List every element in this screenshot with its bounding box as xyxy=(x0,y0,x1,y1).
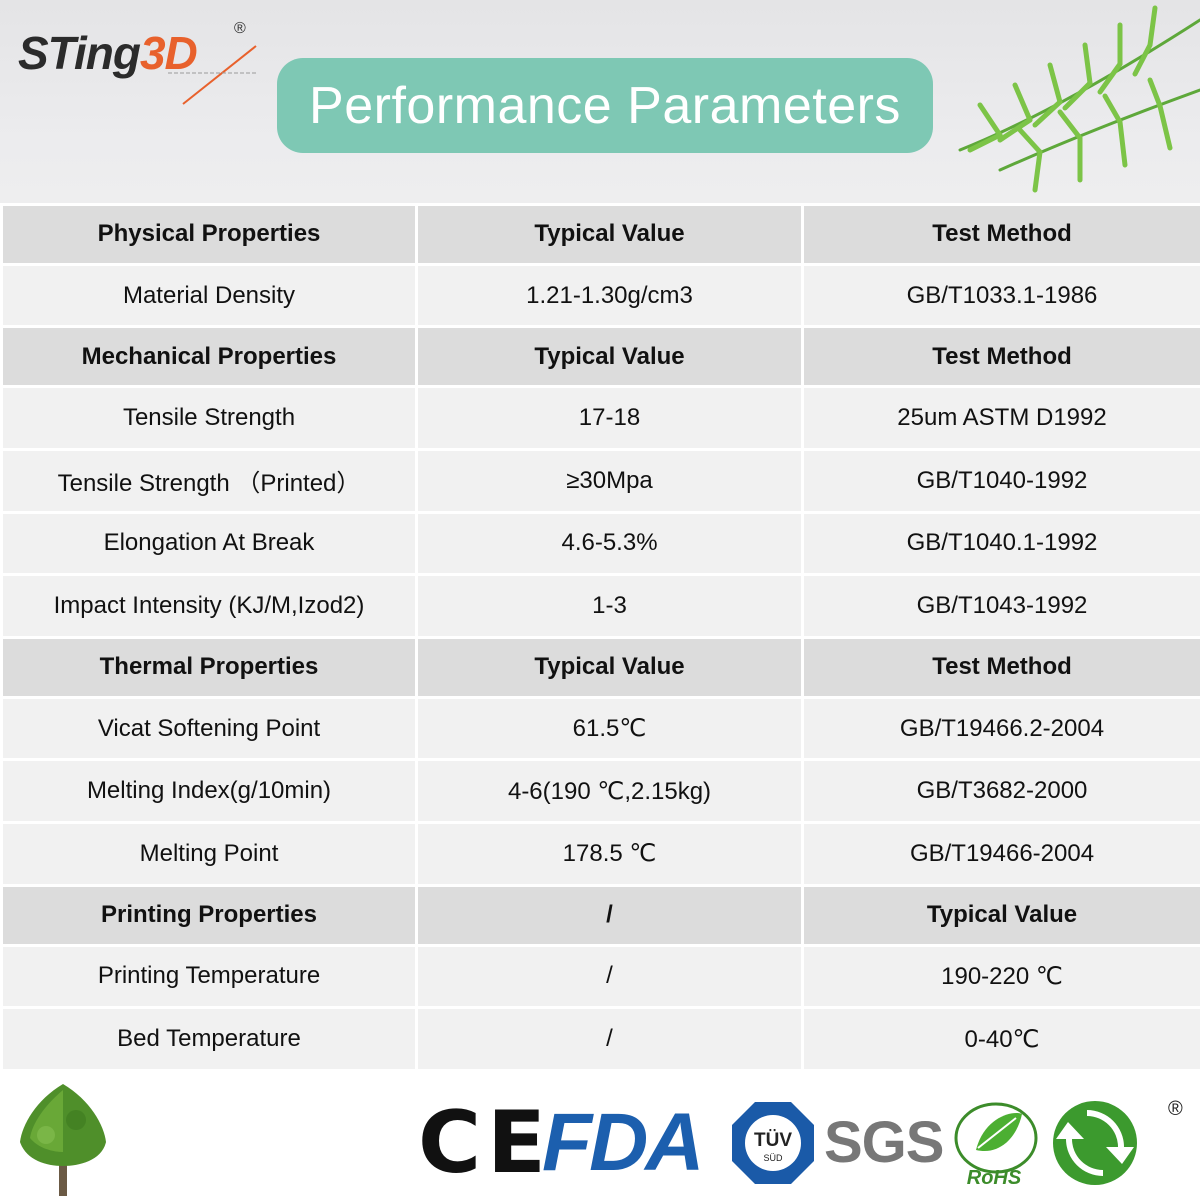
table-body: Physical Properties Typical Value Test Met… xyxy=(0,203,1200,1072)
test-method-cell: 25um ASTM D1992 xyxy=(801,385,1200,451)
typical-value-cell: Typical Value xyxy=(415,325,804,389)
palm-leaf-icon xyxy=(958,5,1200,193)
typical-value-cell: Typical Value xyxy=(415,203,804,266)
tree-icon xyxy=(20,1084,106,1196)
property-cell: Printing Properties xyxy=(0,883,418,947)
tuv-logo-text: TÜV xyxy=(754,1130,792,1151)
typical-value-cell: 4.6-5.3% xyxy=(415,510,804,577)
property-cell: Melting Index(g/10min) xyxy=(0,758,418,825)
test-method-cell: GB/T1033.1-1986 xyxy=(801,262,1200,329)
table-row: Printing Temperature/190-220 ℃ xyxy=(0,943,1200,1010)
test-method-cell: 0-40℃ xyxy=(801,1006,1200,1072)
brand-name: STing xyxy=(18,27,141,79)
property-cell: Material Density xyxy=(0,262,418,329)
ce-logo: CE xyxy=(418,1093,552,1193)
table-row: Vicat Softening Point 61.5℃ GB/T19466.2-20… xyxy=(0,695,1200,762)
test-method-cell: Test Method xyxy=(801,325,1200,389)
table-section-header-row: Mechanical Properties Typical Value Test M… xyxy=(0,325,1200,389)
test-method-cell: GB/T1040-1992 xyxy=(801,447,1200,514)
registered-mark-footer: ® xyxy=(1168,1098,1183,1120)
typical-value-cell: 4-6(190 ℃,2.15kg) xyxy=(415,758,804,825)
property-cell: Printing Temperature xyxy=(0,943,418,1010)
property-cell: Mechanical Properties xyxy=(0,325,418,389)
typical-value-cell: Typical Value xyxy=(415,635,804,699)
property-cell: Tensile Strength （Printed） xyxy=(0,447,418,514)
brand-logo: STing3D ® xyxy=(18,18,268,108)
registered-mark: ® xyxy=(234,20,246,37)
test-method-cell: Test Method xyxy=(801,203,1200,266)
table-section-header-row: Physical Properties Typical Value Test Met… xyxy=(0,203,1200,266)
table-row: Tensile Strength 17-18 25um ASTM D1992 xyxy=(0,385,1200,451)
typical-value-cell: ≥30Mpa xyxy=(415,447,804,514)
title-banner: Performance Parameters xyxy=(277,58,933,153)
tuv-logo-subtext: SÜD xyxy=(763,1153,783,1163)
brand-wordmark: STing3D xyxy=(18,26,198,80)
table-row: Impact Intensity (KJ/M,Izod2) 1-3 GB/T1043… xyxy=(0,573,1200,639)
table-row: Melting Point 178.5 ℃ GB/T19466-2004 xyxy=(0,821,1200,887)
typical-value-cell: 1-3 xyxy=(415,573,804,639)
brand-accent: 3D xyxy=(139,27,198,79)
test-method-cell: Typical Value xyxy=(801,883,1200,947)
table-row: Bed Temperature/0-40℃ xyxy=(0,1006,1200,1072)
typical-value-cell: 17-18 xyxy=(415,385,804,451)
certification-logos: CE FDA TÜV SÜD SGS RoHS xyxy=(418,1098,1140,1188)
footer-area: CE FDA TÜV SÜD SGS RoHS ® xyxy=(0,1072,1200,1200)
typical-value-cell: 178.5 ℃ xyxy=(415,821,804,887)
property-cell: Vicat Softening Point xyxy=(0,695,418,762)
test-method-cell: 190-220 ℃ xyxy=(801,943,1200,1010)
property-cell: Melting Point xyxy=(0,821,418,887)
test-method-cell: GB/T1040.1-1992 xyxy=(801,510,1200,577)
page-title: Performance Parameters xyxy=(309,76,901,135)
performance-table: Physical Properties Typical Value Test Met… xyxy=(0,203,1200,1072)
typical-value-cell: 1.21-1.30g/cm3 xyxy=(415,262,804,329)
rohs-logo: RoHS xyxy=(954,1102,1038,1188)
rohs-logo-text: RoHS xyxy=(967,1167,1022,1188)
property-cell: Thermal Properties xyxy=(0,635,418,699)
typical-value-cell: / xyxy=(415,943,804,1010)
sgs-logo: SGS xyxy=(824,1110,945,1175)
table-section-header-row: Printing Properties / Typical Value xyxy=(0,883,1200,947)
property-cell: Elongation At Break xyxy=(0,510,418,577)
test-method-cell: GB/T19466-2004 xyxy=(801,821,1200,887)
table-row: Tensile Strength （Printed） ≥30Mpa GB/T1040… xyxy=(0,447,1200,514)
test-method-cell: GB/T19466.2-2004 xyxy=(801,695,1200,762)
table-row: Elongation At Break 4.6-5.3% GB/T1040.1-19… xyxy=(0,510,1200,577)
typical-value-cell: / xyxy=(415,883,804,947)
typical-value-cell: 61.5℃ xyxy=(415,695,804,762)
property-cell: Tensile Strength xyxy=(0,385,418,451)
table-row: Melting Index(g/10min) 4-6(190 ℃,2.15kg) G… xyxy=(0,758,1200,825)
property-cell: Impact Intensity (KJ/M,Izod2) xyxy=(0,573,418,639)
test-method-cell: GB/T3682-2000 xyxy=(801,758,1200,825)
recycle-logo xyxy=(1053,1101,1137,1185)
property-cell: Bed Temperature xyxy=(0,1006,418,1072)
typical-value-cell: / xyxy=(415,1006,804,1072)
logo-swoosh-icon xyxy=(168,45,258,105)
test-method-cell: GB/T1043-1992 xyxy=(801,573,1200,639)
property-cell: Physical Properties xyxy=(0,203,418,266)
table-row: Material Density 1.21-1.30g/cm3 GB/T1033.1… xyxy=(0,262,1200,329)
fda-logo: FDA xyxy=(542,1097,705,1188)
header-area: STing3D ® Performance Parameters xyxy=(0,0,1200,203)
test-method-cell: Test Method xyxy=(801,635,1200,699)
tuv-logo: TÜV SÜD xyxy=(732,1102,814,1184)
table-section-header-row: Thermal Properties Typical Value Test Meth… xyxy=(0,635,1200,699)
